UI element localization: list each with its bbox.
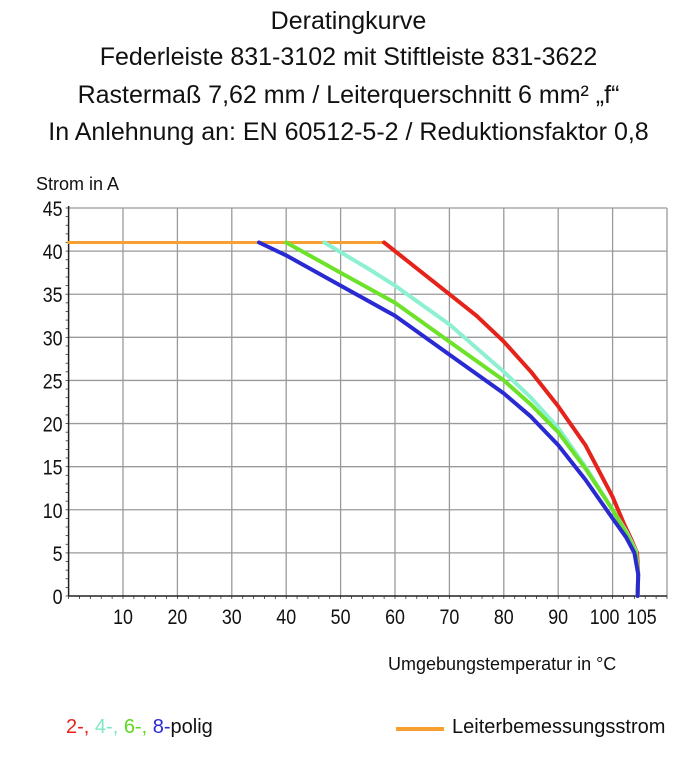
y-tick-label: 0 <box>53 586 63 610</box>
x-tick-label: 100 <box>590 606 620 630</box>
y-tick-label: 45 <box>43 198 63 222</box>
chart-subtitle-2: Rastermaß 7,62 mm / Leiterquerschnitt 6 … <box>77 81 620 109</box>
x-tick-label: 70 <box>439 606 459 630</box>
x-tick-label: 20 <box>167 606 187 630</box>
legend-2-polig: 2-, <box>66 716 90 738</box>
legend-leiterbemessungsstrom: Leiterbemessungsstrom <box>452 716 666 738</box>
x-axis-label: Umgebungstemperatur in °C <box>388 654 617 674</box>
y-tick-label: 35 <box>43 284 63 308</box>
series-line-2 <box>382 240 641 598</box>
legend-orange-line <box>396 727 444 731</box>
x-tick-label: 50 <box>331 606 351 630</box>
y-tick-label: 10 <box>43 499 63 523</box>
series-line-4 <box>322 240 641 598</box>
legend-6-polig: 6-, <box>123 716 148 738</box>
y-axis-label: Strom in A <box>36 174 120 194</box>
legend-4-polig: 4-, <box>94 716 119 738</box>
x-tick-label: 105 <box>627 606 657 630</box>
chart-subtitle-3: In Anlehnung an: EN 60512-5-2 / Reduktio… <box>48 118 649 146</box>
legend-polig: 2-, 4-, 6-, 8-polig <box>66 716 213 739</box>
y-tick-label: 25 <box>43 370 63 394</box>
x-tick-label: 30 <box>222 606 242 630</box>
y-tick-label: 40 <box>43 241 63 265</box>
chart-title: Deratingkurve <box>270 7 427 35</box>
legend-polig-suffix: polig <box>170 716 213 738</box>
x-tick-label: 10 <box>113 606 133 630</box>
x-tick-label: 60 <box>385 606 405 630</box>
series-line-6 <box>284 240 641 598</box>
y-tick-label: 20 <box>43 413 63 437</box>
y-tick-label: 15 <box>43 456 63 480</box>
x-tick-label: 90 <box>548 606 568 630</box>
x-tick-label: 40 <box>276 606 296 630</box>
y-tick-label: 30 <box>43 327 63 351</box>
chart-subtitle-1: Federleiste 831-3102 mit Stiftleiste 831… <box>99 43 598 71</box>
legend-8-polig: 8- <box>152 716 171 738</box>
x-tick-label: 80 <box>494 606 514 630</box>
y-tick-label: 5 <box>53 543 63 567</box>
series-line-8 <box>257 240 641 598</box>
